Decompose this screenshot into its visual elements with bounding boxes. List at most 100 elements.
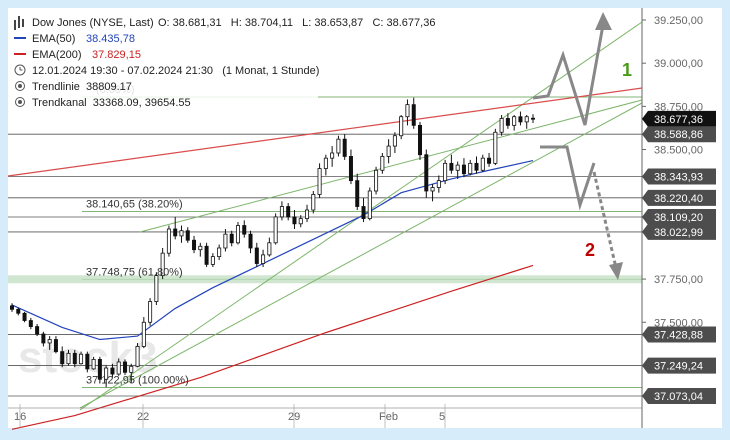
candle	[468, 159, 473, 176]
candle	[235, 222, 240, 245]
fib-label: 37.748,75 (61.80%)	[86, 266, 183, 278]
candle	[461, 158, 466, 178]
price-tag-label: 38.588,86	[654, 129, 703, 141]
candle	[298, 215, 303, 228]
candle	[474, 156, 479, 174]
level-price-tag: 38.220,40	[642, 189, 716, 206]
candle	[487, 152, 492, 167]
candle	[242, 220, 247, 238]
y-tick-label: 39.250,00	[654, 15, 703, 27]
trendline-icon	[15, 81, 25, 91]
candle	[405, 99, 410, 126]
y-tick-label: 39.000,00	[654, 58, 703, 70]
candle	[455, 161, 460, 179]
candle	[330, 146, 335, 167]
candle	[110, 363, 115, 378]
current-price-tag: 38.677,36	[642, 110, 716, 127]
candles	[9, 97, 536, 388]
candle	[449, 154, 454, 174]
price-tag-label: 38.022,99	[654, 227, 703, 239]
x-tick-label: Feb	[379, 411, 398, 423]
ema50-line	[11, 160, 534, 341]
scenario-2-label: 2	[585, 240, 595, 260]
level-price-tag: 38.022,99	[642, 223, 716, 240]
candle	[66, 349, 71, 366]
legend-ema200-label: EMA(200)	[32, 49, 82, 61]
candle	[35, 323, 40, 337]
candle	[267, 237, 272, 257]
candle	[531, 114, 536, 123]
candle	[305, 204, 310, 223]
candle	[418, 121, 423, 160]
candle	[154, 272, 159, 305]
legend: Dow Jones (NYSE, Last) O: 38.681,31 H: 3…	[8, 8, 435, 112]
price-tag-label: 37.249,24	[654, 361, 703, 373]
candle	[399, 114, 404, 140]
candle	[436, 175, 441, 193]
candle	[292, 209, 297, 229]
x-tick-label: 16	[14, 411, 26, 423]
candle	[248, 230, 253, 254]
legend-ema200-value: 37.829,15	[92, 49, 141, 61]
level-price-tag: 38.109,20	[642, 209, 716, 226]
candle	[104, 365, 109, 388]
price-tag-label: 38.677,36	[654, 114, 703, 126]
y-tick-label: 37.500,00	[654, 317, 703, 329]
red-trendline	[7, 87, 643, 177]
candle	[386, 139, 391, 164]
x-tick-label: 29	[288, 411, 300, 423]
candle	[179, 225, 184, 243]
candle	[279, 201, 284, 221]
candle	[53, 336, 58, 354]
candle	[210, 253, 215, 267]
fib-labels: (0.00%)38.140,65 (38.20%)37.748,75 (61.8…	[86, 84, 189, 386]
legend-ema50-value: 38.435,78	[86, 33, 135, 45]
y-tick-label: 38.500,00	[654, 145, 703, 157]
candle	[348, 149, 353, 185]
scenario-2-arrow	[540, 145, 623, 280]
trendchannel-icon	[15, 97, 25, 107]
candle	[9, 303, 14, 312]
scenario-1-arrow	[532, 12, 612, 126]
candle	[72, 349, 77, 368]
candle	[229, 230, 234, 247]
fib-label: 38.140,65 (38.20%)	[86, 199, 183, 211]
price-tags: 38.677,36 38.588,86 38.343,93 38.220,40 38.1…	[642, 110, 716, 404]
candle	[141, 317, 146, 349]
candle	[22, 311, 27, 323]
candle	[79, 351, 84, 365]
legend-period: 12.01.2024 19:30 - 07.02.2024 21:30 (1 M…	[32, 65, 319, 77]
legend-trendchannel: Trendkanal 33368.09, 39654.55	[32, 97, 191, 109]
candle	[342, 133, 347, 160]
candle	[28, 317, 33, 330]
candle	[198, 242, 203, 257]
candle	[223, 228, 228, 252]
price-tag-label: 37.073,04	[654, 391, 703, 403]
y-tick-label: 38.750,00	[654, 101, 703, 113]
candle	[129, 363, 134, 383]
legend-ema50-label: EMA(50)	[32, 33, 75, 45]
price-tag-label: 38.109,20	[654, 212, 703, 224]
candle	[380, 152, 385, 174]
candle	[135, 342, 140, 368]
candle	[361, 197, 366, 223]
candle	[85, 351, 90, 373]
y-tick-label: 37.750,00	[654, 274, 703, 286]
candle	[355, 173, 360, 210]
candle	[443, 159, 448, 185]
channel-lower	[79, 102, 643, 409]
candle	[323, 154, 328, 176]
candle	[192, 235, 197, 254]
candle	[166, 225, 171, 257]
candle	[148, 298, 153, 326]
candle	[273, 213, 278, 245]
candle	[47, 336, 52, 350]
candle	[336, 135, 341, 157]
fib-label: 37.122,95 (100.00%)	[86, 374, 189, 386]
price-tag-label: 38.220,40	[654, 193, 703, 205]
candle	[499, 114, 504, 136]
candle	[60, 346, 65, 368]
level-price-tag: 37.428,88	[642, 326, 716, 343]
candle	[493, 128, 498, 166]
candle	[518, 111, 523, 126]
